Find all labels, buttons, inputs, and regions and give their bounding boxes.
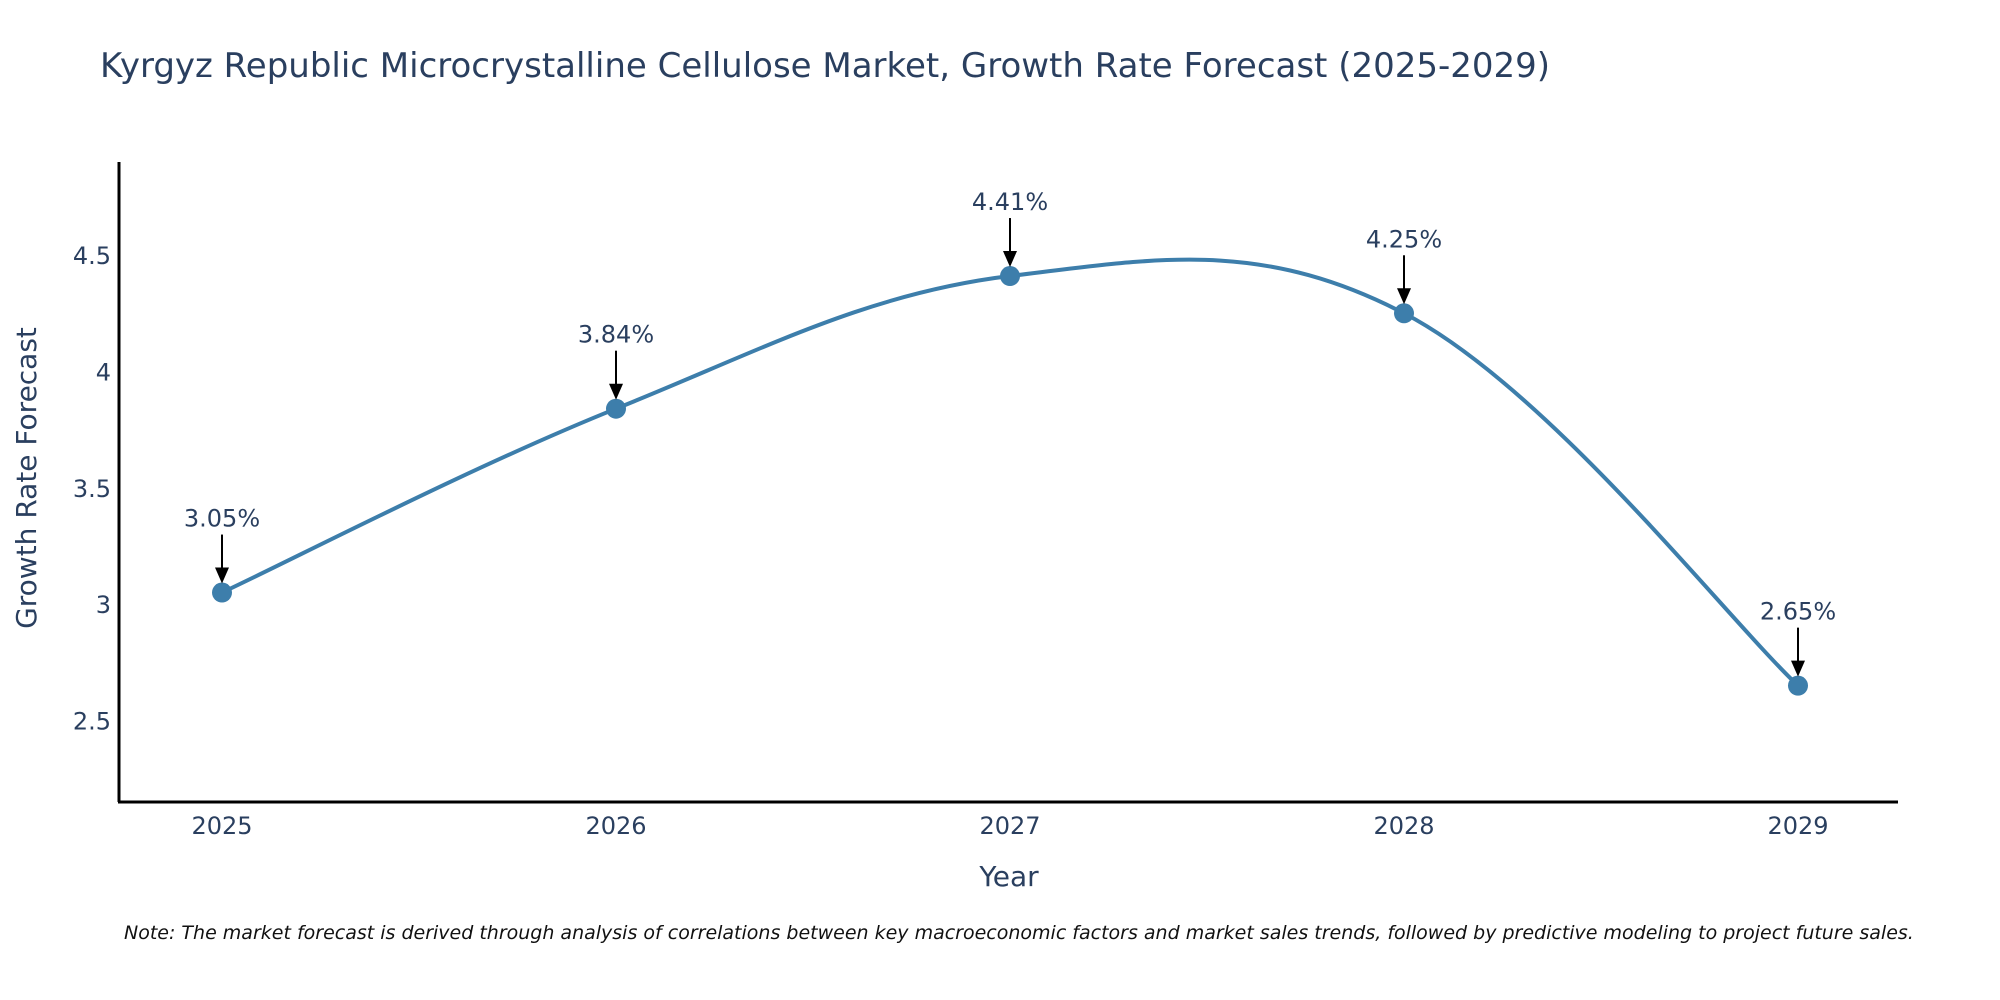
data-point[interactable]: [606, 398, 626, 419]
x-tick-label: 2029: [1767, 812, 1828, 840]
x-tick-label: 2026: [585, 812, 646, 840]
data-point[interactable]: [1394, 303, 1414, 324]
y-tick-label: 3.5: [73, 475, 111, 503]
y-tick-label: 4: [96, 358, 111, 386]
data-point[interactable]: [212, 582, 232, 603]
y-axis-title: Growth Rate Forecast: [10, 327, 43, 629]
annotation-arrowhead: [609, 383, 623, 400]
x-tick-label: 2025: [191, 812, 252, 840]
annotation-arrowhead: [1397, 288, 1411, 305]
chart-title: Kyrgyz Republic Microcrystalline Cellulo…: [100, 46, 1551, 86]
data-label: 4.25%: [1366, 225, 1442, 253]
data-label: 2.65%: [1760, 598, 1836, 626]
x-axis-title: Year: [978, 860, 1039, 893]
y-tick-label: 4.5: [73, 242, 111, 270]
series-line: [221, 257, 1800, 688]
data-point[interactable]: [1000, 266, 1020, 287]
y-tick-label: 2.5: [73, 708, 111, 736]
footnote: Note: The market forecast is derived thr…: [124, 922, 1914, 944]
data-label: 3.05%: [184, 505, 260, 533]
annotation-arrowhead: [1003, 251, 1017, 268]
annotation-arrowhead: [1791, 660, 1805, 677]
data-label: 4.41%: [972, 188, 1048, 216]
x-tick-label: 2027: [979, 812, 1040, 840]
x-tick-label: 2028: [1373, 812, 1434, 840]
y-tick-label: 3: [96, 591, 111, 619]
annotation-arrowhead: [215, 567, 229, 584]
data-label: 3.84%: [578, 321, 654, 349]
data-point[interactable]: [1788, 675, 1808, 696]
